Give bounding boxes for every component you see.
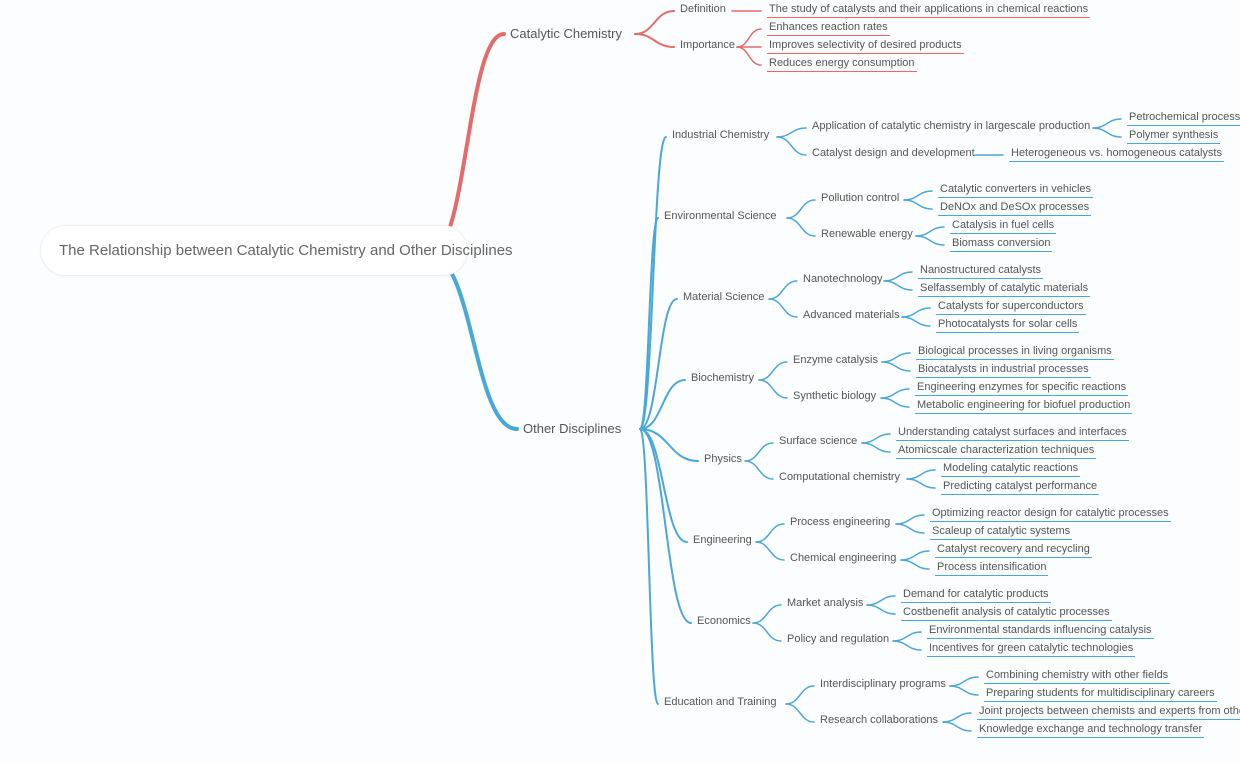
leaf-b-7: Nanostructured catalysts <box>918 264 1043 279</box>
leaf-b-21: Catalyst recovery and recycling <box>935 543 1092 558</box>
sub-eco2: Policy and regulation <box>787 633 889 645</box>
sub-env2: Renewable energy <box>821 228 913 240</box>
sub-ind1: Application of catalytic chemistry in la… <box>812 120 1090 132</box>
leaf-a-0: The study of catalysts and their applica… <box>767 3 1090 18</box>
leaf-b-0: Petrochemical processes <box>1127 111 1240 126</box>
leaf-b-15: Understanding catalyst surfaces and inte… <box>896 426 1129 441</box>
sub-edu2: Research collaborations <box>820 714 938 726</box>
sub-edu1: Interdisciplinary programs <box>820 678 946 690</box>
branch-od: Other Disciplines <box>523 421 621 436</box>
leaf-b-29: Joint projects between chemists and expe… <box>977 705 1240 720</box>
mid-phy: Physics <box>704 453 742 465</box>
leaf-b-26: Incentives for green catalytic technolog… <box>927 642 1135 657</box>
leaf-b-12: Biocatalysts in industrial processes <box>916 363 1091 378</box>
leaf-b-23: Demand for catalytic products <box>901 588 1051 603</box>
leaf-b-22: Process intensification <box>935 561 1048 576</box>
sub-phy2: Computational chemistry <box>779 471 900 483</box>
leaf-b-25: Environmental standards influencing cata… <box>927 624 1154 639</box>
leaf-b-14: Metabolic engineering for biofuel produc… <box>915 399 1132 414</box>
mid-edu: Education and Training <box>664 696 777 708</box>
sub-mat2: Advanced materials <box>803 309 900 321</box>
leaf-b-20: Scaleup of catalytic systems <box>930 525 1072 540</box>
leaf-a-1: Enhances reaction rates <box>767 21 890 36</box>
leaf-b-30: Knowledge exchange and technology transf… <box>977 723 1204 738</box>
leaf-b-1: Polymer synthesis <box>1127 129 1220 144</box>
branch-cc: Catalytic Chemistry <box>510 26 622 41</box>
leaf-b-9: Catalysts for superconductors <box>936 300 1086 315</box>
leaf-b-17: Modeling catalytic reactions <box>941 462 1080 477</box>
mid-bio: Biochemistry <box>691 372 754 384</box>
leaf-b-3: Catalytic converters in vehicles <box>938 183 1093 198</box>
mid-ind: Industrial Chemistry <box>672 129 769 141</box>
sub-bio1: Enzyme catalysis <box>793 354 878 366</box>
leaf-b-5: Catalysis in fuel cells <box>950 219 1056 234</box>
leaf-b-18: Predicting catalyst performance <box>941 480 1099 495</box>
sub-eco1: Market analysis <box>787 597 863 609</box>
leaf-b-13: Engineering enzymes for specific reactio… <box>915 381 1128 396</box>
leaf-b-6: Biomass conversion <box>950 237 1052 252</box>
mid-eng: Engineering <box>693 534 752 546</box>
leaf-b-28: Preparing students for multidisciplinary… <box>984 687 1217 702</box>
leaf-a-2: Improves selectivity of desired products <box>767 39 964 54</box>
leaf-b-8: Selfassembly of catalytic materials <box>918 282 1090 297</box>
sub-eng2: Chemical engineering <box>790 552 896 564</box>
sub-eng1: Process engineering <box>790 516 890 528</box>
leaf-a-3: Reduces energy consumption <box>767 57 917 72</box>
mid-imp: Importance <box>680 39 735 51</box>
leaf-b-19: Optimizing reactor design for catalytic … <box>930 507 1171 522</box>
sub-env1: Pollution control <box>821 192 899 204</box>
leaf-b-16: Atomicscale characterization techniques <box>896 444 1096 459</box>
sub-ind2: Catalyst design and development <box>812 147 975 159</box>
sub-mat1: Nanotechnology <box>803 273 883 285</box>
leaf-b-4: DeNOx and DeSOx processes <box>938 201 1091 216</box>
leaf-b-10: Photocatalysts for solar cells <box>936 318 1079 333</box>
mid-def: Definition <box>680 3 726 15</box>
root-node: The Relationship between Catalytic Chemi… <box>40 225 468 276</box>
leaf-b-24: Costbenefit analysis of catalytic proces… <box>901 606 1112 621</box>
mid-eco: Economics <box>697 615 751 627</box>
leaf-b-27: Combining chemistry with other fields <box>984 669 1170 684</box>
sub-bio2: Synthetic biology <box>793 390 876 402</box>
mindmap-stage: The Relationship between Catalytic Chemi… <box>0 0 1240 764</box>
sub-phy1: Surface science <box>779 435 857 447</box>
mid-env: Environmental Science <box>664 210 777 222</box>
leaf-b-11: Biological processes in living organisms <box>916 345 1114 360</box>
leaf-b-2: Heterogeneous vs. homogeneous catalysts <box>1009 147 1224 162</box>
mid-mat: Material Science <box>683 291 764 303</box>
